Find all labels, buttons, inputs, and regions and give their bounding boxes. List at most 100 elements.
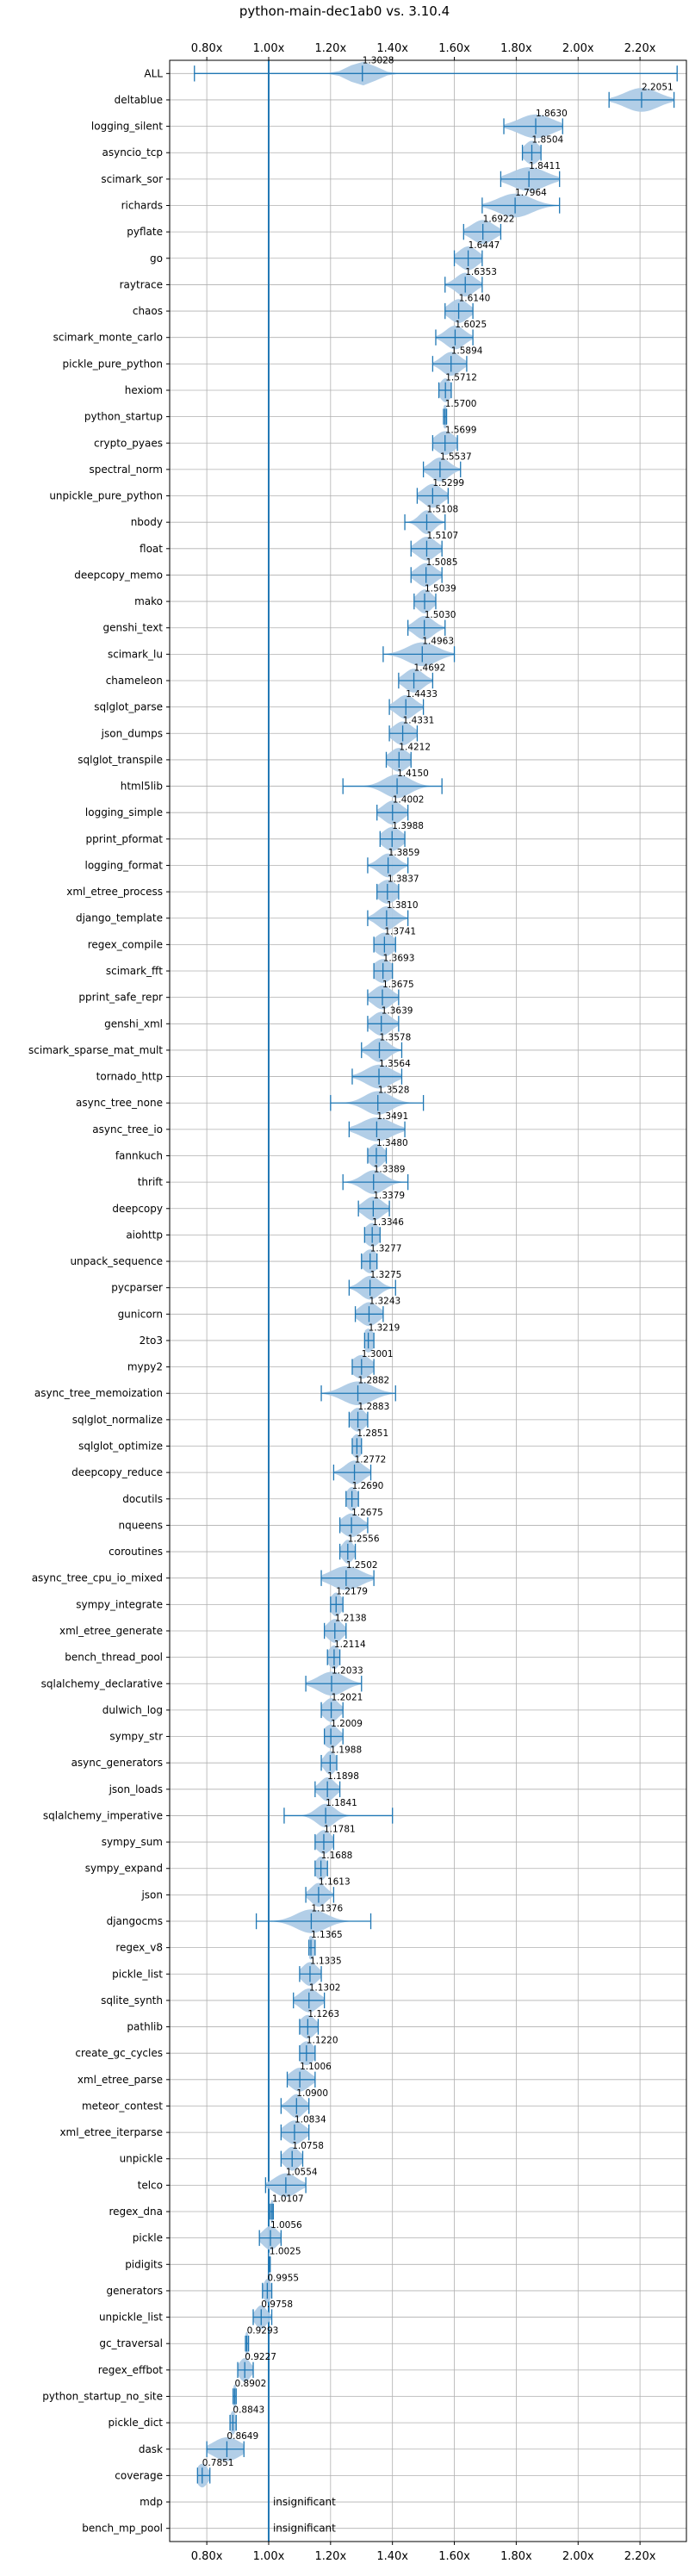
benchmark-label: bench_mp_pool xyxy=(82,2523,163,2535)
benchmark-label: nbody xyxy=(131,516,163,528)
benchmark-label: sympy_sum xyxy=(102,1836,163,1848)
value-label: 1.3988 xyxy=(392,821,424,831)
value-label: 1.3675 xyxy=(382,980,414,990)
value-label: 1.0056 xyxy=(270,2220,302,2231)
value-label: 1.1220 xyxy=(307,2036,338,2046)
benchmark-label: meteor_contest xyxy=(82,2100,163,2112)
benchmark-label: pprint_pformat xyxy=(86,833,164,845)
value-label: 0.9758 xyxy=(261,2299,293,2310)
value-label: 1.2114 xyxy=(334,1640,366,1650)
benchmark-label: json_loads xyxy=(109,1783,163,1795)
benchmark-label: deltablue xyxy=(115,94,163,106)
benchmark-label: unpack_sequence xyxy=(70,1255,163,1267)
value-label: 1.3389 xyxy=(374,1164,406,1174)
benchmark-label: telco xyxy=(138,2179,163,2191)
value-label: 0.8843 xyxy=(233,2405,264,2415)
benchmark-label: django_template xyxy=(76,912,163,924)
benchmark-label: xml_etree_iterparse xyxy=(59,2126,163,2138)
label-layer: 0.80x 0.80x 1.00x 1.00x 1.20x 1.20x 1.40x 1.40x… xyxy=(28,42,673,2563)
value-label: 1.2009 xyxy=(331,1719,363,1729)
benchmark-label: chaos xyxy=(133,305,163,317)
benchmark-label: go xyxy=(150,252,163,264)
benchmark-label: sqlalchemy_imperative xyxy=(43,1809,163,1821)
benchmark-label: sqlglot_optimize xyxy=(78,1440,163,1453)
value-label: 1.1335 xyxy=(310,1957,342,1967)
value-label: 1.6140 xyxy=(459,293,491,303)
benchmark-label: deepcopy_memo xyxy=(74,569,163,581)
benchmark-label: generators xyxy=(106,2285,163,2297)
value-label: 1.5700 xyxy=(445,399,477,409)
value-label: 1.1988 xyxy=(330,1745,362,1756)
benchmark-label: xml_etree_generate xyxy=(59,1625,163,1637)
benchmark-label: async_tree_memoization xyxy=(34,1387,163,1399)
value-label: 1.1302 xyxy=(309,1982,341,1993)
x-tick-label-top: 1.20x xyxy=(315,42,347,55)
value-label: 1.5107 xyxy=(426,531,458,541)
benchmark-label: asyncio_tcp xyxy=(102,146,163,159)
value-label: 1.2675 xyxy=(351,1508,383,1518)
benchmark-label: docutils xyxy=(122,1493,163,1505)
value-label: 1.2851 xyxy=(357,1428,388,1439)
benchmark-label: mako xyxy=(134,595,163,607)
value-label: 1.5039 xyxy=(425,583,456,594)
value-label: 1.4331 xyxy=(403,716,435,726)
benchmark-label: genshi_xml xyxy=(104,1017,163,1030)
value-label: 1.1376 xyxy=(311,1903,343,1913)
value-label: 1.4212 xyxy=(399,742,431,752)
value-label: 1.5108 xyxy=(426,505,458,515)
value-label: 1.6025 xyxy=(455,320,487,330)
benchmark-label: 2to3 xyxy=(140,1335,163,1347)
value-label: 1.3243 xyxy=(369,1297,400,1307)
value-label: 1.8411 xyxy=(529,161,561,171)
benchmark-label: xml_etree_parse xyxy=(78,2074,163,2086)
benchmark-label: json xyxy=(140,1888,163,1901)
value-label: 1.2021 xyxy=(332,1692,363,1702)
insignificant-label: insignificant xyxy=(273,2496,336,2508)
benchmark-label: sympy_expand xyxy=(85,1863,163,1875)
value-label: 1.5699 xyxy=(445,426,477,436)
value-label: 1.3480 xyxy=(376,1138,408,1148)
value-label: 1.3837 xyxy=(388,874,419,884)
benchmark-label: coroutines xyxy=(109,1546,163,1558)
benchmark-label: mdp xyxy=(140,2496,163,2508)
value-label: 1.3741 xyxy=(384,927,416,937)
value-label: 1.3001 xyxy=(362,1349,394,1360)
value-label: 1.3379 xyxy=(373,1191,405,1201)
value-label: 1.4002 xyxy=(393,795,425,806)
benchmark-label: unpickle_list xyxy=(99,2312,163,2324)
value-label: 1.8630 xyxy=(536,109,568,119)
benchmark-label: float xyxy=(140,543,163,555)
benchmark-label: regex_compile xyxy=(88,938,163,950)
benchmark-label: thrift xyxy=(138,1176,164,1188)
value-label: 1.8504 xyxy=(532,135,564,146)
benchmark-label: bench_thread_pool xyxy=(65,1652,163,1664)
value-label: 1.5299 xyxy=(432,478,464,488)
value-label: 2.2051 xyxy=(642,82,673,92)
benchmark-label: richards xyxy=(121,200,163,212)
value-label: 1.1263 xyxy=(307,2009,339,2019)
benchmark-label: python_startup xyxy=(84,411,163,423)
value-label: 0.7851 xyxy=(202,2458,234,2468)
value-label: 0.9227 xyxy=(245,2352,276,2362)
x-tick-label-bottom: 2.00x xyxy=(562,2550,594,2563)
benchmark-label: async_tree_cpu_io_mixed xyxy=(32,1572,163,1584)
value-label: 1.3219 xyxy=(369,1322,400,1333)
value-label: 1.3578 xyxy=(380,1032,412,1042)
value-label: 1.4433 xyxy=(406,689,438,700)
value-label: 1.0107 xyxy=(272,2193,304,2204)
violin-layer xyxy=(194,60,678,2542)
value-label: 1.3277 xyxy=(370,1243,402,1254)
benchmark-label: regex_v8 xyxy=(115,1942,163,1954)
value-label: 1.6353 xyxy=(465,267,497,277)
value-label: 1.0834 xyxy=(295,2114,326,2125)
benchmark-label: sqlglot_transpile xyxy=(78,754,163,766)
benchmark-label: coverage xyxy=(115,2469,163,2481)
value-label: 1.7964 xyxy=(515,188,547,198)
benchmark-label: spectral_norm xyxy=(89,464,163,476)
benchmark-label: async_tree_io xyxy=(92,1123,163,1136)
value-label: 1.3028 xyxy=(363,56,394,66)
x-tick-label-top: 1.60x xyxy=(438,42,470,55)
value-label: 1.3693 xyxy=(383,953,415,963)
value-label: 1.5030 xyxy=(425,610,456,620)
value-label: 1.2033 xyxy=(332,1666,363,1677)
